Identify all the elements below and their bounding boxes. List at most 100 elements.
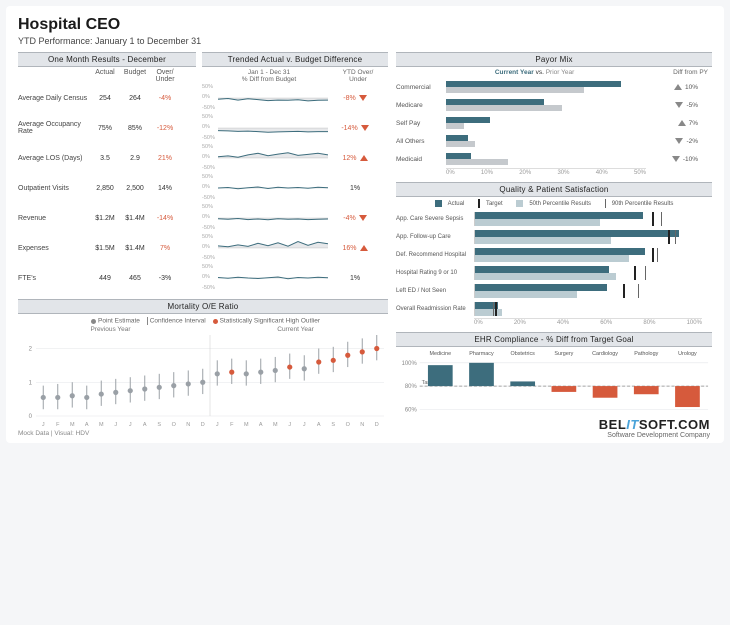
metric-label: FTE's <box>18 275 90 282</box>
actual-value: 449 <box>90 275 120 282</box>
mortality-chart: 210JFMAMJJASONDJFMAMJJASOND <box>18 333 388 428</box>
svg-text:A: A <box>143 422 147 428</box>
quality-label: App. Care Severe Sepsis <box>396 216 474 222</box>
sparkline: 50% 0% -50% <box>202 85 330 111</box>
page-title: Hospital CEO <box>18 16 712 34</box>
sparkline: 50% 0% -50% <box>202 205 330 231</box>
col-actual: Actual <box>90 69 120 83</box>
sparkline: 50% 0% -50% <box>202 265 330 291</box>
down-triangle-icon <box>361 125 369 131</box>
payor-bars <box>446 152 646 166</box>
trend-row: 50% 0% -50% 16% <box>202 233 388 263</box>
panel-header: Quality & Patient Satisfaction <box>396 182 712 197</box>
panel-header: One Month Results - December <box>18 52 196 67</box>
payor-bars <box>446 80 646 94</box>
budget-value: 465 <box>120 275 150 282</box>
payor-label: Medicaid <box>396 156 446 163</box>
quality-row: App. Follow-up Care <box>396 228 712 246</box>
quality-bars <box>474 284 702 298</box>
ytd-value: -14% <box>330 125 380 132</box>
svg-text:Pathology: Pathology <box>634 351 658 357</box>
budget-value: 2.9 <box>120 155 150 162</box>
metric-label: Revenue <box>18 215 90 222</box>
budget-value: $1.4M <box>120 245 150 252</box>
budget-value: $1.4M <box>120 215 150 222</box>
down-triangle-icon <box>359 215 367 221</box>
payor-diff: -2% <box>646 138 698 145</box>
actual-value: $1.2M <box>90 215 120 222</box>
payor-row: Commercial 10% <box>396 78 712 96</box>
month-results-row: Average Occupancy Rate 75% 85% -12% <box>18 113 196 143</box>
trend-row: 50% 0% -50% -4% <box>202 203 388 233</box>
panel-trend: Trended Actual v. Budget Difference Jan … <box>202 52 388 293</box>
payor-diff: -10% <box>646 156 698 163</box>
payor-label: Medicare <box>396 102 446 109</box>
svg-text:F: F <box>230 422 234 428</box>
dashboard: Hospital CEO YTD Performance: January 1 … <box>6 6 724 443</box>
svg-text:J: J <box>114 422 117 428</box>
svg-text:60%: 60% <box>405 407 418 413</box>
payor-label: All Others <box>396 138 446 145</box>
month-results-row: FTE's 449 465 -3% <box>18 263 196 293</box>
up-triangle-icon <box>678 120 686 126</box>
quality-row: Hospital Rating 9 or 10 <box>396 264 712 282</box>
budget-value: 2,500 <box>120 185 150 192</box>
ytd-value: 1% <box>330 275 380 282</box>
svg-text:A: A <box>259 422 263 428</box>
svg-text:M: M <box>244 422 249 428</box>
quality-label: Overall Readmission Rate <box>396 306 474 312</box>
payor-axis: 0%10%20%30%40%50% <box>446 168 646 176</box>
svg-text:Cardiology: Cardiology <box>592 351 618 357</box>
panel-header: EHR Compliance - % Diff from Target Goal <box>396 332 712 347</box>
svg-text:80%: 80% <box>405 384 418 390</box>
svg-text:1: 1 <box>29 380 33 386</box>
quality-axis: 0%20%40%60%80%100% <box>474 318 702 326</box>
payor-legend: Current Year vs. Prior Year Diff from PY <box>396 67 712 78</box>
mortality-note: Mock Data | Visual: HDV <box>18 430 388 437</box>
svg-text:Surgery: Surgery <box>554 351 573 357</box>
svg-text:M: M <box>273 422 278 428</box>
down-triangle-icon <box>672 156 680 162</box>
overunder-value: -4% <box>150 95 180 102</box>
quality-row: Left ED / Not Seen <box>396 282 712 300</box>
trend-row: 50% 0% -50% -8% <box>202 83 388 113</box>
quality-row: Def. Recommend Hospital <box>396 246 712 264</box>
svg-text:J: J <box>288 422 291 428</box>
month-results-row: Average Daily Census 254 264 -4% <box>18 83 196 113</box>
month-results-row: Expenses $1.5M $1.4M 7% <box>18 233 196 263</box>
brand-sub: Software Development Company <box>599 432 710 439</box>
payor-bars <box>446 134 646 148</box>
payor-bars <box>446 116 646 130</box>
metric-label: Outpatient Visits <box>18 185 90 192</box>
ehr-chart: 100%80%60%Target 80%MedicinePharmacyObst… <box>396 347 712 425</box>
payor-bars <box>446 98 646 112</box>
page-subtitle: YTD Performance: January 1 to December 3… <box>18 36 712 46</box>
mortality-subhead: Previous Year Current Year <box>18 326 388 333</box>
up-triangle-icon <box>360 245 368 251</box>
quality-bars <box>474 212 702 226</box>
overunder-value: -14% <box>150 215 180 222</box>
svg-text:D: D <box>375 422 379 428</box>
payor-diff: 7% <box>646 120 698 127</box>
metric-label: Average LOS (Days) <box>18 155 90 162</box>
payor-label: Commercial <box>396 84 446 91</box>
quality-bars <box>474 302 702 316</box>
quality-row: Overall Readmission Rate <box>396 300 712 318</box>
sparkline: 50% 0% -50% <box>202 175 330 201</box>
quality-row: App. Care Severe Sepsis <box>396 210 712 228</box>
quality-bars <box>474 248 702 262</box>
svg-text:D: D <box>201 422 205 428</box>
month-results-header: Actual Budget Over/ Under <box>18 67 196 83</box>
ytd-value: 16% <box>330 245 380 252</box>
trend-row: 50% 0% -50% 1% <box>202 173 388 203</box>
panel-header: Trended Actual v. Budget Difference <box>202 52 388 67</box>
payor-diff: 10% <box>646 84 698 91</box>
quality-bars <box>474 266 702 280</box>
svg-text:J: J <box>216 422 219 428</box>
actual-value: 3.5 <box>90 155 120 162</box>
col-budget: Budget <box>120 69 150 83</box>
overunder-value: 21% <box>150 155 180 162</box>
trend-row: 50% 0% -50% -14% <box>202 113 388 143</box>
svg-text:S: S <box>157 422 161 428</box>
svg-text:O: O <box>172 422 177 428</box>
